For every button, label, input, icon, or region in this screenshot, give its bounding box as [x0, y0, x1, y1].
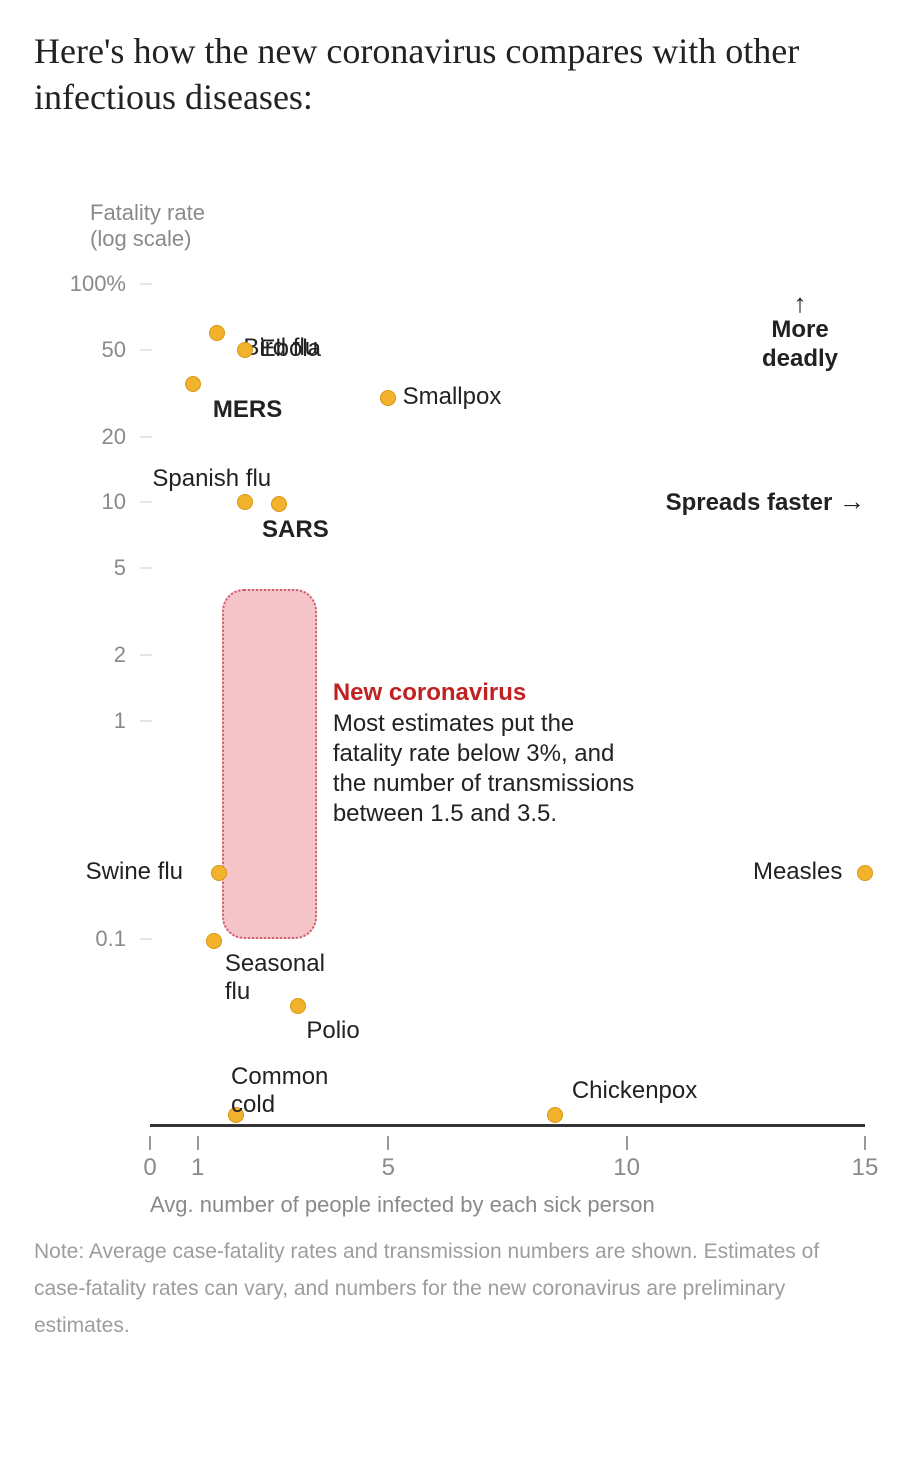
- coronavirus-region: [222, 589, 317, 939]
- y-tick-label: 100%: [34, 271, 126, 297]
- data-point: [237, 494, 253, 510]
- y-tick-label: 20: [34, 424, 126, 450]
- y-tick-label: 50: [34, 337, 126, 363]
- coronavirus-annotation-title: New coronavirus: [333, 679, 526, 707]
- y-tick-label: 0.1: [34, 926, 126, 952]
- x-tick-mark: [197, 1136, 199, 1150]
- y-tick-mark: [140, 349, 152, 351]
- x-axis-title: Avg. number of people infected by each s…: [150, 1192, 655, 1218]
- data-point: [857, 865, 873, 881]
- y-tick-mark: [140, 720, 152, 722]
- data-point: [237, 342, 253, 358]
- more-deadly-label: Moredeadly: [735, 316, 865, 374]
- data-label: Common: [231, 1064, 328, 1091]
- y-tick-mark: [140, 938, 152, 940]
- data-label: Smallpox: [403, 384, 502, 411]
- data-label: Polio: [306, 1018, 359, 1045]
- data-point: [547, 1107, 563, 1123]
- y-tick-mark: [140, 283, 152, 285]
- x-tick-label: 10: [597, 1154, 657, 1182]
- x-tick-label: 5: [358, 1154, 418, 1182]
- data-label: Measles: [753, 859, 842, 886]
- y-tick-mark: [140, 436, 152, 438]
- data-label: cold: [231, 1092, 275, 1119]
- data-point: [185, 376, 201, 392]
- x-tick-mark: [149, 1136, 151, 1150]
- footnote: Note: Average case-fatality rates and tr…: [34, 1234, 865, 1344]
- spreads-faster-annotation: Spreads faster →: [565, 488, 865, 517]
- y-tick-mark: [140, 501, 152, 503]
- data-label: Ebola: [260, 336, 321, 363]
- x-tick-label: 15: [835, 1154, 895, 1182]
- x-tick-mark: [626, 1136, 628, 1150]
- page-title: Here's how the new coronavirus compares …: [34, 28, 865, 120]
- y-tick-label: 1: [34, 708, 126, 734]
- arrow-right-icon: →: [839, 486, 865, 516]
- y-tick-label: 10: [34, 489, 126, 515]
- y-tick-label: 5: [34, 555, 126, 581]
- y-tick-mark: [140, 567, 152, 569]
- y-tick-label: 2: [34, 642, 126, 668]
- data-point: [206, 933, 222, 949]
- y-axis-title: Fatality rate: [90, 200, 205, 226]
- data-label: Chickenpox: [572, 1078, 697, 1105]
- data-label: Seasonal: [225, 951, 325, 978]
- data-label: SARS: [262, 517, 329, 544]
- data-label: flu: [225, 979, 250, 1006]
- data-point: [290, 998, 306, 1014]
- x-tick-mark: [387, 1136, 389, 1150]
- coronavirus-annotation-body: Most estimates put the fatality rate bel…: [333, 709, 643, 829]
- arrow-up-icon: ↑: [735, 290, 865, 316]
- y-tick-mark: [140, 654, 152, 656]
- data-label: MERS: [213, 397, 282, 424]
- y-axis-subtitle: (log scale): [90, 226, 191, 252]
- more-deadly-annotation: ↑Moredeadly: [735, 290, 865, 374]
- data-point: [211, 865, 227, 881]
- data-point: [380, 390, 396, 406]
- data-label: Swine flu: [86, 859, 183, 886]
- x-axis-line: [150, 1124, 865, 1127]
- data-label: Spanish flu: [152, 466, 271, 493]
- chart: Fatality rate(log scale) 100% 50 20 10 5 2 1 0.1…: [34, 200, 865, 1200]
- data-point: [271, 496, 287, 512]
- data-point: [209, 325, 225, 341]
- x-tick-mark: [864, 1136, 866, 1150]
- x-tick-label: 1: [168, 1154, 228, 1182]
